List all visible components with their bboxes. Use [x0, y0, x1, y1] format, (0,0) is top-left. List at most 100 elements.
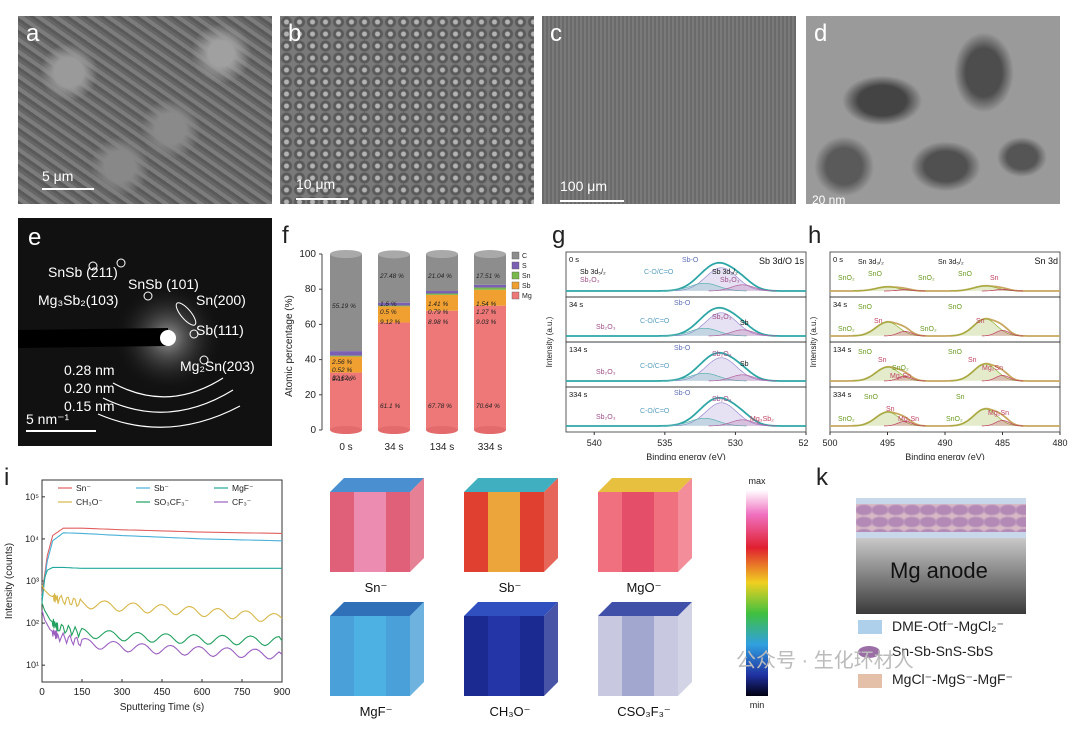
bar-segment-Sb [330, 356, 362, 373]
panel-h-xps-sn3d: h Sn 3d Intensity (a.u.) 0 s Sn 3d₃/₂ Sn 3d₅… [808, 218, 1070, 461]
peak-label: SnO₂ [892, 365, 909, 372]
peak-label: SnO [864, 394, 879, 401]
column-top [474, 250, 506, 259]
x-tick-label: 495 [880, 438, 895, 448]
peak-label: Sb 3d₅/₂ [580, 269, 606, 276]
spectrum-envelope [566, 306, 806, 337]
panel-k-schematic: k Mg anode DME-Otf⁻-MgCl₂⁻ Sn-Sb-SnS-SbS… [808, 462, 1070, 736]
peak-label: SnO₂ [838, 326, 855, 333]
x-tick-label: 150 [74, 687, 91, 698]
scale-bar [560, 200, 624, 202]
panel-d-tem-image: d 20 nm [806, 16, 1060, 204]
legend-label: DME-Otf⁻-MgCl₂⁻ [892, 618, 1004, 634]
column-top [330, 250, 362, 258]
legend-label: Sn⁻ [76, 483, 91, 493]
row-time-label: 334 s [569, 390, 588, 399]
panel-label: h [808, 222, 822, 249]
cube-stripe [354, 616, 386, 696]
x-tick-label: 334 s [478, 442, 502, 453]
scale-bar-label: 5 nm⁻¹ [26, 411, 70, 427]
fitted-peak [981, 375, 1024, 382]
peak-label: SnO₂ [946, 416, 963, 423]
x-tick-label: 600 [194, 687, 211, 698]
column-base [330, 426, 362, 434]
peak-label: SnO [948, 349, 963, 356]
column-top [378, 250, 410, 259]
column-base [426, 426, 458, 434]
spectrum-envelope [830, 362, 1060, 382]
bar-segment-S [378, 302, 410, 306]
panel-label: d [814, 20, 828, 47]
peak-label: SnO [868, 271, 883, 278]
fitted-peak [884, 289, 926, 292]
bar-segment-S [474, 284, 506, 288]
panel-c-sem-image: c 100 μm [542, 16, 796, 204]
legend-swatch-alloy [858, 646, 880, 658]
bar-segment-C [378, 254, 410, 303]
x-tick-label: 134 s [430, 442, 454, 453]
legend-label: Sn [522, 273, 531, 280]
row-time-label: 0 s [569, 255, 579, 264]
fitted-peak [981, 330, 1024, 337]
data-label: 55.19 % [332, 303, 356, 310]
scale-bar [42, 188, 94, 190]
panel-label: k [816, 464, 828, 491]
column-top [426, 250, 458, 258]
data-label: 67.78 % [428, 403, 452, 410]
cube-label: Sb⁻ [499, 580, 522, 595]
peak-label: Sb₂O₃ [596, 414, 616, 421]
bar-segment-Sb [474, 289, 506, 306]
legend-label: MgCl⁻-MgS⁻-MgF⁻ [892, 671, 1013, 687]
cube-stripe [488, 616, 520, 696]
scale-bar [296, 198, 348, 200]
anode-label: Mg anode [890, 558, 988, 583]
panel-label: c [550, 20, 562, 47]
watermark: 公众号 · 生化环材人 [736, 650, 914, 672]
peak-label: Sb 3d₃/₂ [712, 269, 738, 276]
peak-label: SnO₂ [920, 326, 937, 333]
series-line [41, 584, 283, 622]
plot-frame [41, 479, 283, 683]
fitted-peak [884, 420, 926, 427]
peak-label: C-O/C=O [640, 363, 670, 370]
legend-label: CH₃O⁻ [76, 497, 103, 507]
cube-label: CSO₃F₃⁻ [617, 704, 671, 719]
scale-bar [26, 430, 96, 432]
y-tick-label: 20 [305, 390, 317, 401]
fitted-peak [708, 329, 777, 337]
x-tick-label: 530 [728, 438, 743, 448]
panel-label: e [28, 224, 42, 251]
x-tick-label: 34 s [385, 442, 404, 453]
peak-label: Sb-O [674, 390, 691, 397]
peak-label: Sn 3d₅/₂ [938, 259, 964, 266]
stacked-column-chart: 0 20 40 60 80 100 Atomic percentage (%) 0 s 55.1… [284, 249, 532, 453]
panel-label: a [26, 20, 40, 47]
legend-label: Sb [522, 283, 531, 290]
legend-label: Sb⁻ [154, 483, 169, 493]
legend-label: S [522, 263, 527, 270]
peak-label: Sn [976, 318, 985, 325]
y-tick-label: 10¹ [26, 660, 39, 670]
cube-top-face [330, 602, 424, 616]
bar-segment-Sb [426, 294, 458, 311]
peak-label: Sn [990, 275, 999, 282]
peak-label: Sn 3d₃/₂ [858, 259, 884, 266]
spectrum-title: Sn 3d [1034, 256, 1058, 266]
data-label: 61.1 % [380, 403, 400, 410]
panel-i-tof-sims-depth-profile: i 0 150 300 450 600 750 900 10¹ 10² 10³ 10⁴ 10⁵ Sput… [0, 462, 296, 728]
data-label: 1.27 % [476, 309, 496, 316]
peak-label: Sb₂O₃ [596, 324, 616, 331]
peak-label: Mg₂Sn [982, 365, 1003, 372]
ring-label: Mg₂Sn(203) [180, 358, 255, 374]
cube-stripe [622, 492, 654, 572]
row-time-label: 34 s [833, 300, 847, 309]
spectrum-envelope [830, 317, 1060, 337]
bar-segment-Sn [378, 305, 410, 307]
fitted-peak [853, 321, 922, 337]
panel-b-sem-image: b 10 μm [280, 16, 534, 204]
series-line [41, 566, 282, 604]
cube-label: Sn⁻ [365, 580, 388, 595]
cube-renderings: Sn⁻ Sb⁻ MgO⁻ MgF⁻ CH₃O⁻ CSO₃F₃⁻ max min [330, 476, 768, 719]
panel-g-xps-sb3d: g Sb 3d/O 1s Intensity (a.u.) 0 s Sb 3d₅/₂ S… [544, 218, 808, 461]
cube-stripe [488, 492, 520, 572]
